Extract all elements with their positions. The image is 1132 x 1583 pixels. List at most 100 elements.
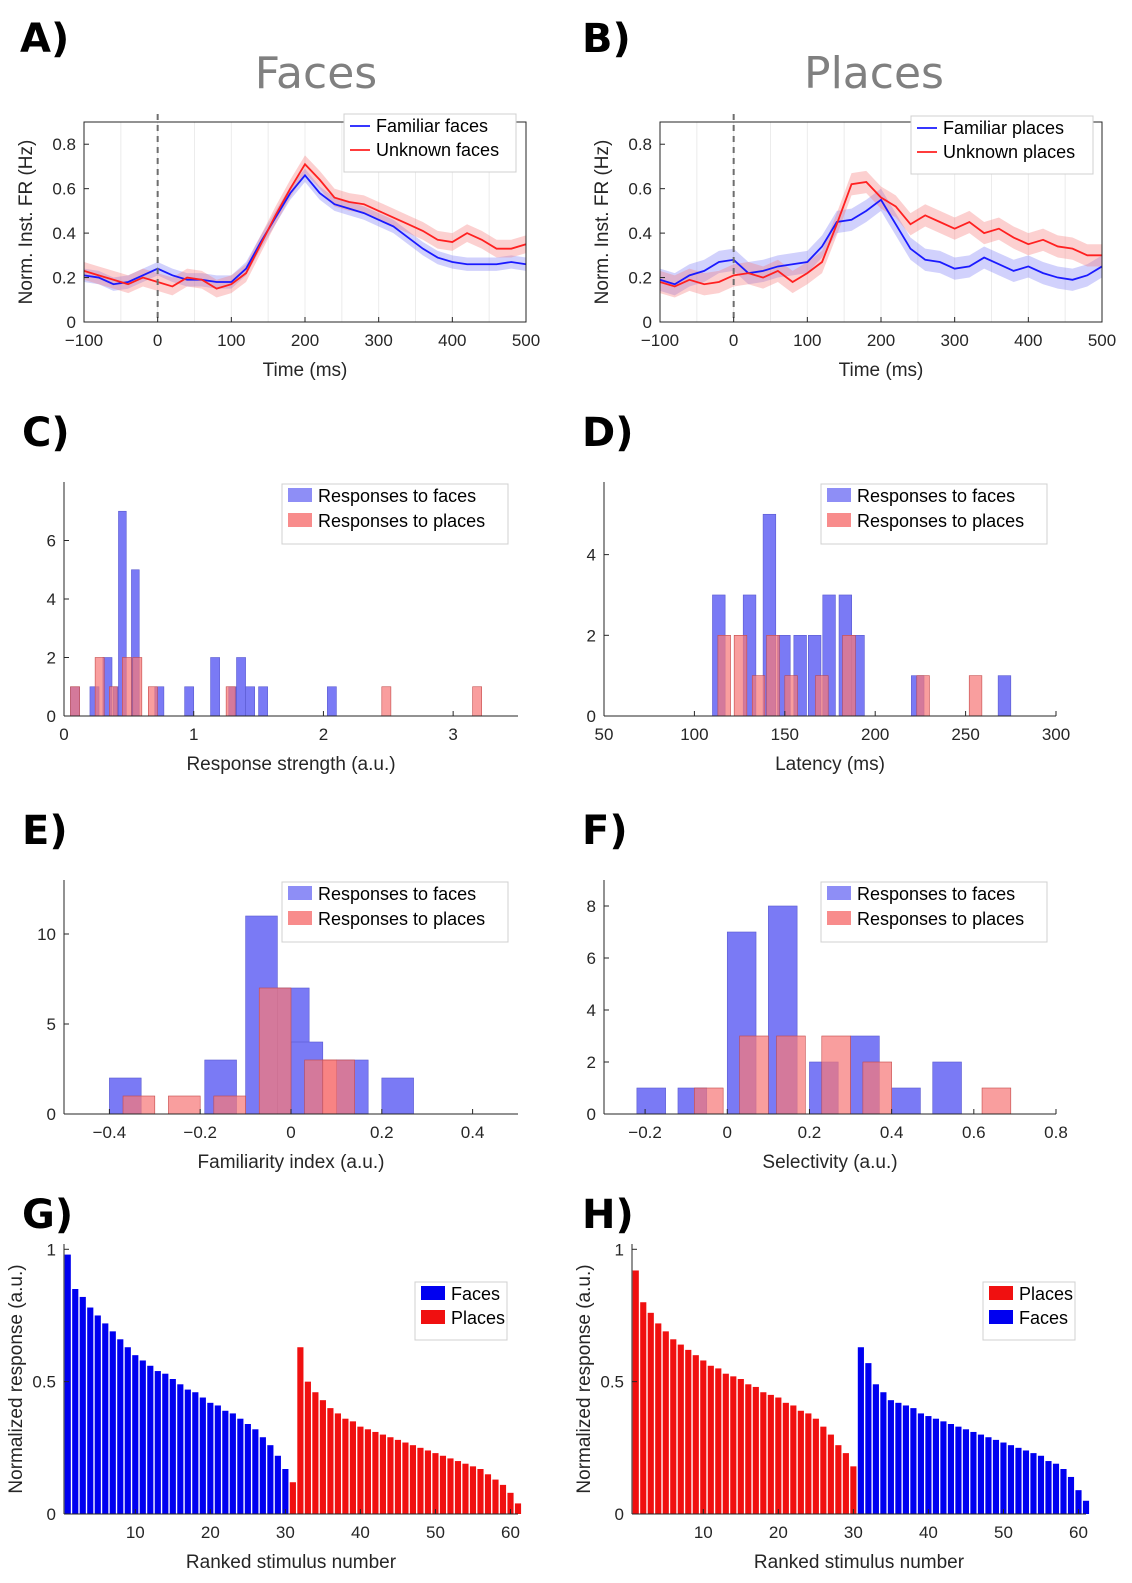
y-tick-label: 4	[587, 1001, 596, 1020]
response-bar	[289, 1482, 296, 1514]
x-tick-label: 0	[723, 1123, 732, 1142]
response-bar	[109, 1331, 116, 1514]
response-bar	[1045, 1461, 1052, 1514]
face-bar	[210, 657, 220, 717]
response-bar	[737, 1379, 744, 1514]
response-bar	[222, 1410, 229, 1514]
response-bar	[985, 1437, 992, 1514]
legend-label: Familiar places	[943, 118, 1064, 138]
y-tick-label: 0	[47, 1105, 56, 1124]
x-tick-label: −0.2	[183, 1123, 217, 1142]
response-bar	[432, 1453, 439, 1514]
place-bar	[968, 675, 983, 717]
response-bar	[1015, 1447, 1022, 1514]
x-tick-label: 60	[501, 1523, 520, 1542]
y-axis-label: Normalized response (a.u.)	[574, 1264, 595, 1493]
response-bar	[692, 1355, 699, 1514]
place-bar	[213, 1095, 246, 1115]
x-tick-label: 100	[680, 725, 708, 744]
legend-swatch	[288, 911, 312, 925]
x-axis-label: Familiarity index (a.u.)	[198, 1152, 385, 1173]
x-tick-label: 300	[1042, 725, 1070, 744]
y-tick-label: 0.6	[52, 180, 76, 199]
y-tick-label: 2	[587, 626, 596, 645]
legend-box	[820, 483, 1048, 545]
face-bar	[236, 657, 246, 717]
response-bar	[124, 1347, 131, 1514]
place-bar	[981, 1087, 1012, 1115]
y-tick-label: 0.8	[628, 135, 652, 154]
panel-letter: C)	[22, 410, 70, 456]
response-bar	[252, 1429, 259, 1514]
response-bar	[887, 1400, 894, 1514]
panel-a: A)Faces−100 0 100 200 300 400 50000.20.40.60.8…	[16, 16, 540, 381]
place-bar	[916, 675, 930, 717]
response-bar	[117, 1339, 124, 1514]
response-bar	[379, 1434, 387, 1514]
response-bar	[797, 1410, 804, 1514]
x-tick-label: 0	[59, 725, 68, 744]
y-tick-label: 0.2	[52, 269, 76, 288]
response-bar	[102, 1323, 109, 1514]
legend-label: Responses to places	[857, 511, 1024, 531]
response-bar	[685, 1349, 692, 1514]
x-tick-label: 2	[319, 725, 328, 744]
response-bar	[662, 1331, 669, 1514]
legend-box	[910, 115, 1094, 175]
legend-swatch	[421, 1286, 445, 1300]
place-bar	[148, 686, 158, 717]
response-bar	[715, 1368, 722, 1514]
y-tick-label: 0	[587, 707, 596, 726]
response-bar	[259, 1437, 266, 1514]
response-bar	[1000, 1442, 1007, 1514]
response-bar	[925, 1416, 932, 1514]
y-tick-label: 0	[587, 1105, 596, 1124]
response-bar	[169, 1379, 176, 1514]
x-tick-label: 0	[286, 1123, 295, 1142]
response-bar	[655, 1323, 662, 1514]
legend-label: Responses to places	[318, 909, 485, 929]
response-bar	[1030, 1453, 1037, 1514]
y-tick-label: 10	[37, 925, 56, 944]
y-tick-label: 6	[47, 532, 56, 551]
response-bar	[1052, 1463, 1060, 1514]
response-bar	[327, 1408, 334, 1514]
response-bar	[1037, 1455, 1045, 1514]
response-bar	[454, 1461, 462, 1514]
response-bar	[1007, 1445, 1015, 1514]
x-tick-label: 50	[426, 1523, 445, 1542]
place-bar	[751, 675, 766, 717]
response-bar	[647, 1312, 654, 1514]
legend-box	[281, 881, 509, 943]
legend: Responses to faces Responses to places	[820, 483, 1048, 545]
x-tick-label: 0.2	[370, 1123, 394, 1142]
legend-swatch	[827, 911, 851, 925]
x-tick-label: 20	[769, 1523, 788, 1542]
response-bar	[872, 1384, 879, 1514]
y-tick-label: 2	[47, 649, 56, 668]
response-bar	[64, 1254, 71, 1514]
response-bar	[267, 1445, 274, 1514]
legend: Places Faces	[982, 1281, 1076, 1341]
response-bar	[514, 1503, 522, 1514]
legend-label: Faces	[451, 1284, 500, 1304]
x-tick-label: 100	[217, 331, 245, 350]
response-bar	[177, 1384, 184, 1514]
x-axis-label: Ranked stimulus number	[186, 1552, 397, 1573]
response-bar	[319, 1400, 326, 1514]
response-bar	[342, 1418, 349, 1514]
legend-swatch	[827, 513, 851, 527]
x-tick-label: 200	[291, 331, 319, 350]
response-bar	[722, 1373, 729, 1514]
response-bar	[842, 1453, 849, 1514]
face-bar	[258, 686, 268, 717]
x-tick-label: −100	[641, 331, 679, 350]
response-bar	[752, 1386, 759, 1514]
response-bar	[147, 1365, 154, 1514]
response-bar	[940, 1421, 947, 1514]
x-tick-label: 60	[1069, 1523, 1088, 1542]
response-bar	[192, 1392, 199, 1514]
panel-h: H) 10 20 30 40 50 60 0 0.5 1 Ranked stimulus numbe…	[574, 1192, 1090, 1573]
response-bar	[282, 1469, 289, 1514]
place-bar	[815, 675, 829, 717]
